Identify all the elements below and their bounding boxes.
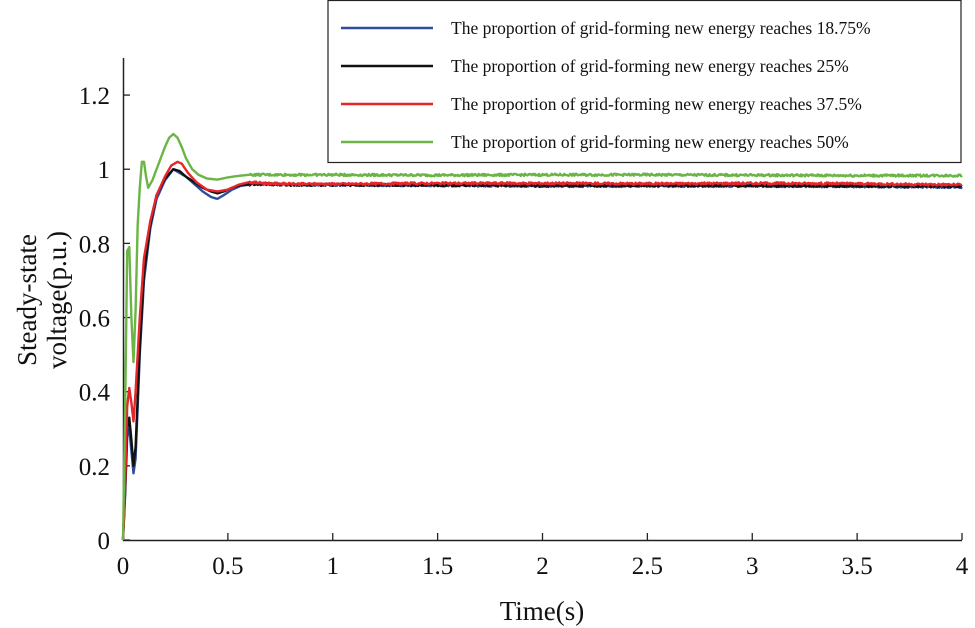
y-axis-ticks: 0 0.2 0.4 0.6 0.8 1 1.2 <box>79 83 130 555</box>
series-line-4 <box>121 132 963 541</box>
series-line-3 <box>121 160 963 541</box>
legend-label-1: The proportion of grid-forming new energ… <box>451 18 871 38</box>
legend-label-2: The proportion of grid-forming new energ… <box>451 56 849 76</box>
y-axis-label-group: Steady-state voltage(p.u.) <box>12 231 72 369</box>
legend: The proportion of grid-forming new energ… <box>327 0 962 164</box>
y-tick-label: 0.8 <box>79 231 110 258</box>
y-tick-label: 0.2 <box>79 454 110 481</box>
x-tick-label: 2.5 <box>632 553 663 580</box>
legend-box <box>327 0 962 164</box>
y-tick-label: 0.6 <box>79 306 110 333</box>
x-axis-label: Time(s) <box>500 596 585 626</box>
x-tick-label: 2 <box>536 553 549 580</box>
x-tick-label: 1 <box>327 553 340 580</box>
legend-label-3: The proportion of grid-forming new energ… <box>451 94 862 114</box>
y-axis-label-line-2: voltage(p.u.) <box>42 231 72 369</box>
series-layer <box>121 132 963 541</box>
y-axis-label-line-1: Steady-state <box>12 234 42 366</box>
y-tick-label: 1.2 <box>79 83 110 110</box>
y-tick-label: 1 <box>98 157 111 184</box>
x-tick-label: 3.5 <box>842 553 873 580</box>
x-axis-ticks: 0 0.5 1 1.5 2 2.5 3 3.5 4 <box>117 533 969 580</box>
y-tick-label: 0 <box>98 528 111 555</box>
x-tick-label: 0.5 <box>212 553 243 580</box>
legend-label-4: The proportion of grid-forming new energ… <box>451 132 849 152</box>
x-tick-label: 3 <box>746 553 759 580</box>
x-tick-label: 0 <box>117 553 130 580</box>
series-line-1 <box>121 168 963 541</box>
x-tick-label: 1.5 <box>422 553 453 580</box>
series-line-2 <box>121 168 963 541</box>
x-tick-label: 4 <box>956 553 969 580</box>
y-tick-label: 0.4 <box>79 380 111 407</box>
